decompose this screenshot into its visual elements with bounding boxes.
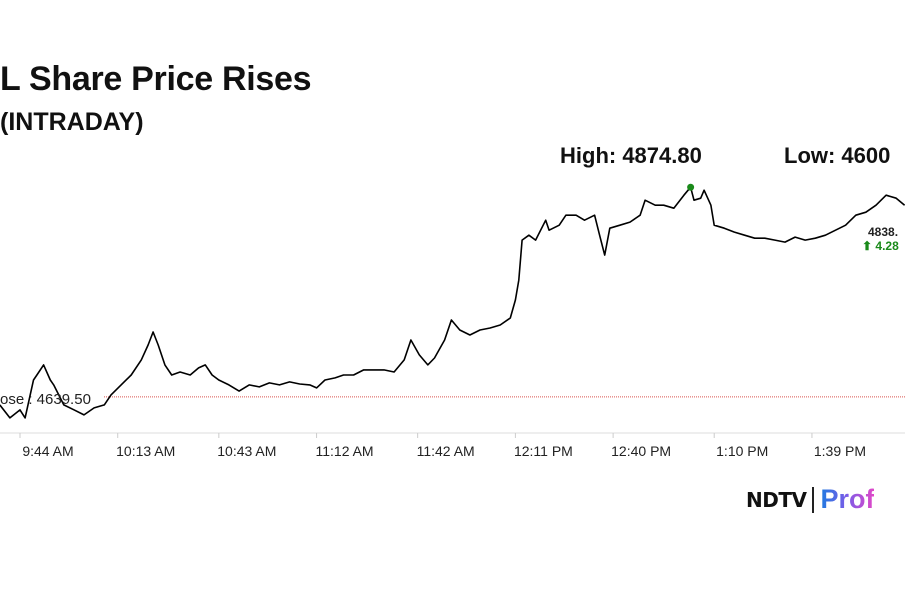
x-tick-label: 10:13 AM [116,443,175,459]
x-tick-label: 9:44 AM [22,443,73,459]
logo-ndtv: NDTV [746,487,807,512]
x-tick-label: 11:42 AM [417,443,475,459]
logo-profit: Prof [820,484,875,514]
high-label: High: 4874.80 [560,143,702,168]
last-price-label: 4838. [868,225,898,239]
previous-close-label: ose : 4639.50 [0,391,91,408]
ndtv-profit-logo: NDTV Prof [746,484,874,515]
logo-divider [812,486,815,513]
x-tick-label: 1:10 PM [716,443,768,459]
x-tick-label: 10:43 AM [217,443,276,459]
chart-title: L Share Price Rises [0,60,312,98]
x-tick-label: 12:11 PM [514,443,573,459]
chart-subtitle: (INTRADAY) [0,108,144,136]
x-tick-label: 11:12 AM [315,443,373,459]
high-point-marker [687,183,695,191]
price-line [0,186,905,419]
change-percent-label: ⬆ 4.28 [862,239,899,253]
low-label: Low: 4600 [784,143,891,168]
x-tick-label: 12:40 PM [611,443,671,459]
x-tick-label: 1:39 PM [814,443,866,459]
